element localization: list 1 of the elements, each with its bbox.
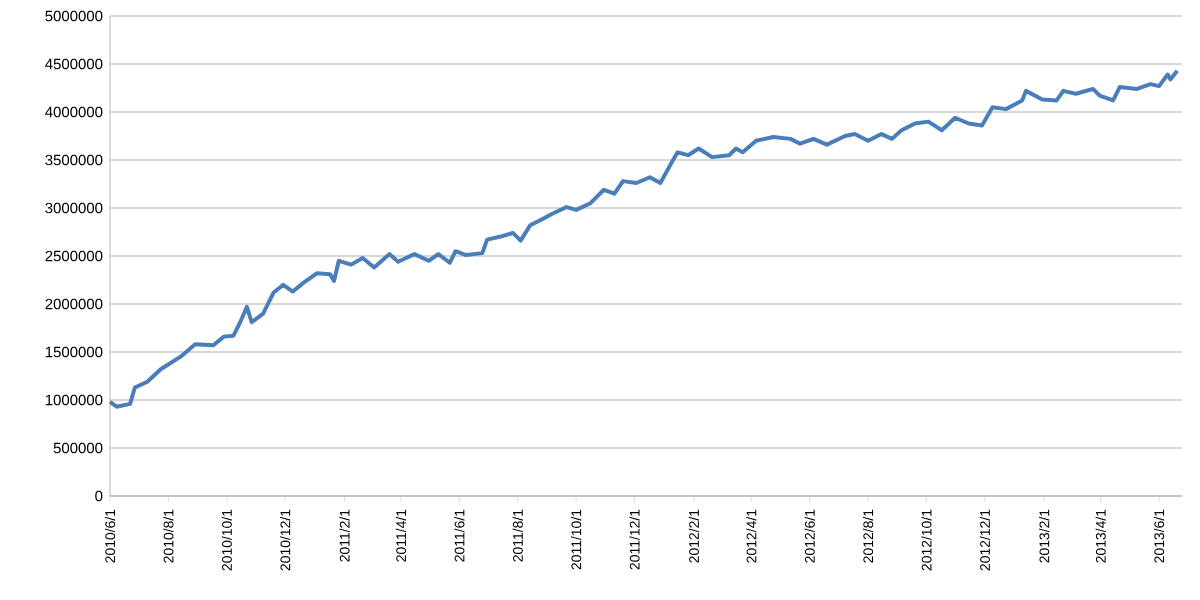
- line-series: [108, 68, 1180, 409]
